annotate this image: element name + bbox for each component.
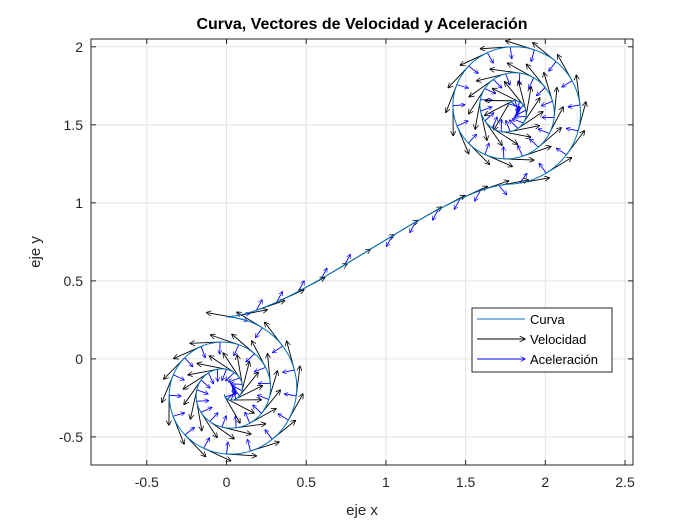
y-tick-label: 1.5 — [64, 117, 84, 133]
plot-area — [91, 39, 633, 465]
x-tick-label: 2.5 — [615, 474, 635, 490]
x-tick-label: 0 — [223, 474, 231, 490]
x-tick-label: 1 — [382, 474, 390, 490]
y-tick-label: -0.5 — [59, 429, 83, 445]
legend-velocidad-label: Velocidad — [530, 332, 586, 347]
y-tick-label: 0 — [75, 351, 83, 367]
legend: Curva Velocidad Aceleración — [472, 308, 612, 372]
chart-title: Curva, Vectores de Velocidad y Aceleraci… — [196, 16, 527, 33]
y-tick-label: 2 — [75, 39, 83, 55]
x-tick-label: 2 — [541, 474, 549, 490]
x-tick-label: 1.5 — [456, 474, 476, 490]
x-axis-label: eje x — [346, 502, 378, 519]
y-tick-label: 1 — [75, 195, 83, 211]
x-tick-label: 0.5 — [296, 474, 316, 490]
y-axis-label: eje y — [27, 236, 44, 268]
legend-curva-label: Curva — [530, 312, 565, 327]
y-tick-label: 0.5 — [64, 273, 84, 289]
legend-aceleracion-label: Aceleración — [530, 352, 598, 367]
x-tick-label: -0.5 — [135, 474, 159, 490]
